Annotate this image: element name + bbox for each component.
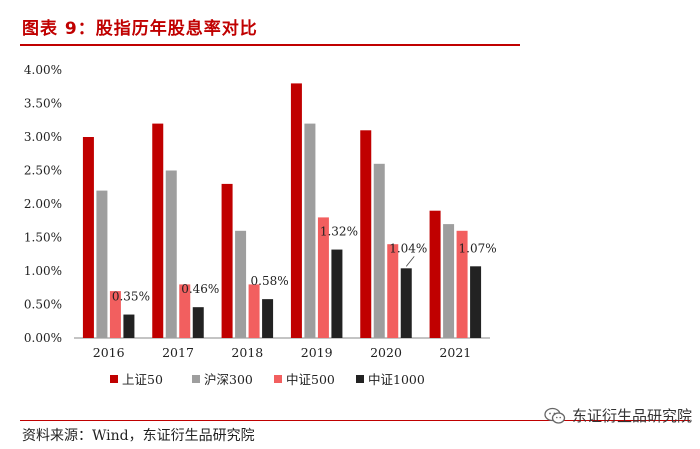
data-label: 1.07% [459, 241, 497, 255]
y-tick-label: 2.50% [24, 164, 62, 178]
y-tick-label: 3.50% [24, 97, 62, 111]
legend-swatch-沪深300 [192, 375, 200, 383]
data-label: 1.04% [389, 241, 427, 255]
data-label: 0.35% [112, 290, 150, 304]
x-tick-label: 2017 [162, 345, 194, 360]
bar-中证1000-2020 [400, 268, 412, 338]
bar-上证50-2019 [290, 83, 302, 339]
x-tick-label: 2020 [370, 345, 402, 360]
bar-中证1000-2018 [262, 299, 274, 338]
title-divider [20, 44, 520, 46]
x-tick-label: 2021 [439, 345, 471, 360]
bar-中证1000-2019 [331, 249, 343, 338]
y-tick-label: 1.50% [24, 231, 62, 245]
legend-swatch-上证50 [110, 375, 118, 383]
watermark: 东证衍生品研究院 [544, 405, 692, 426]
legend-swatch-中证500 [274, 375, 282, 383]
legend-label-中证500: 中证500 [286, 372, 335, 387]
bar-中证500-2019 [317, 217, 329, 338]
footer-divider [20, 420, 690, 421]
bar-中证500-2020 [387, 244, 399, 338]
x-tick-label: 2016 [93, 345, 125, 360]
bar-沪深300-2021 [443, 224, 455, 338]
legend-label-沪深300: 沪深300 [204, 372, 253, 387]
wechat-icon [544, 407, 566, 424]
chart-title: 图表 9：股指历年股息率对比 [22, 19, 258, 39]
bar-沪深300-2020 [373, 163, 385, 338]
bar-中证500-2017 [179, 284, 191, 338]
data-label: 0.46% [181, 282, 219, 296]
watermark-text: 东证衍生品研究院 [571, 407, 692, 425]
bar-中证500-2016 [109, 291, 121, 338]
data-label-leader [405, 256, 415, 267]
bar-中证1000-2021 [470, 266, 482, 338]
dividend-yield-chart: 0.00% 0.50% 1.00% 1.50% 2.00% 2.50% 3.00% 3.50%… [24, 63, 497, 387]
bar-上证50-2016 [82, 137, 94, 338]
y-tick-label: 3.00% [24, 130, 62, 144]
y-tick-label: 2.00% [24, 197, 62, 211]
x-tick-label: 2018 [231, 345, 263, 360]
bar-沪深300-2016 [96, 190, 108, 338]
bar-中证1000-2016 [123, 314, 135, 338]
data-label: 1.32% [320, 225, 358, 239]
bar-上证50-2018 [221, 183, 233, 338]
bar-沪深300-2017 [165, 170, 177, 338]
source-note: 资料来源：Wind，东证衍生品研究院 [22, 428, 255, 444]
y-tick-label: 1.00% [24, 264, 62, 278]
bar-上证50-2021 [429, 210, 441, 338]
bar-中证500-2018 [248, 284, 260, 338]
legend-swatch-中证1000 [356, 375, 364, 383]
legend-label-中证1000: 中证1000 [368, 372, 425, 387]
x-tick-label: 2019 [301, 345, 333, 360]
bar-沪深300-2018 [235, 230, 247, 338]
bar-沪深300-2019 [304, 123, 316, 338]
legend-label-上证50: 上证50 [122, 372, 163, 387]
y-tick-label: 0.50% [24, 298, 62, 312]
bar-中证1000-2017 [192, 307, 204, 338]
y-tick-label: 4.00% [24, 63, 62, 77]
bar-中证500-2021 [456, 230, 468, 338]
y-tick-label: 0.00% [24, 331, 62, 345]
bar-上证50-2020 [360, 130, 372, 338]
data-label: 0.58% [251, 274, 289, 288]
bar-上证50-2017 [152, 123, 164, 338]
